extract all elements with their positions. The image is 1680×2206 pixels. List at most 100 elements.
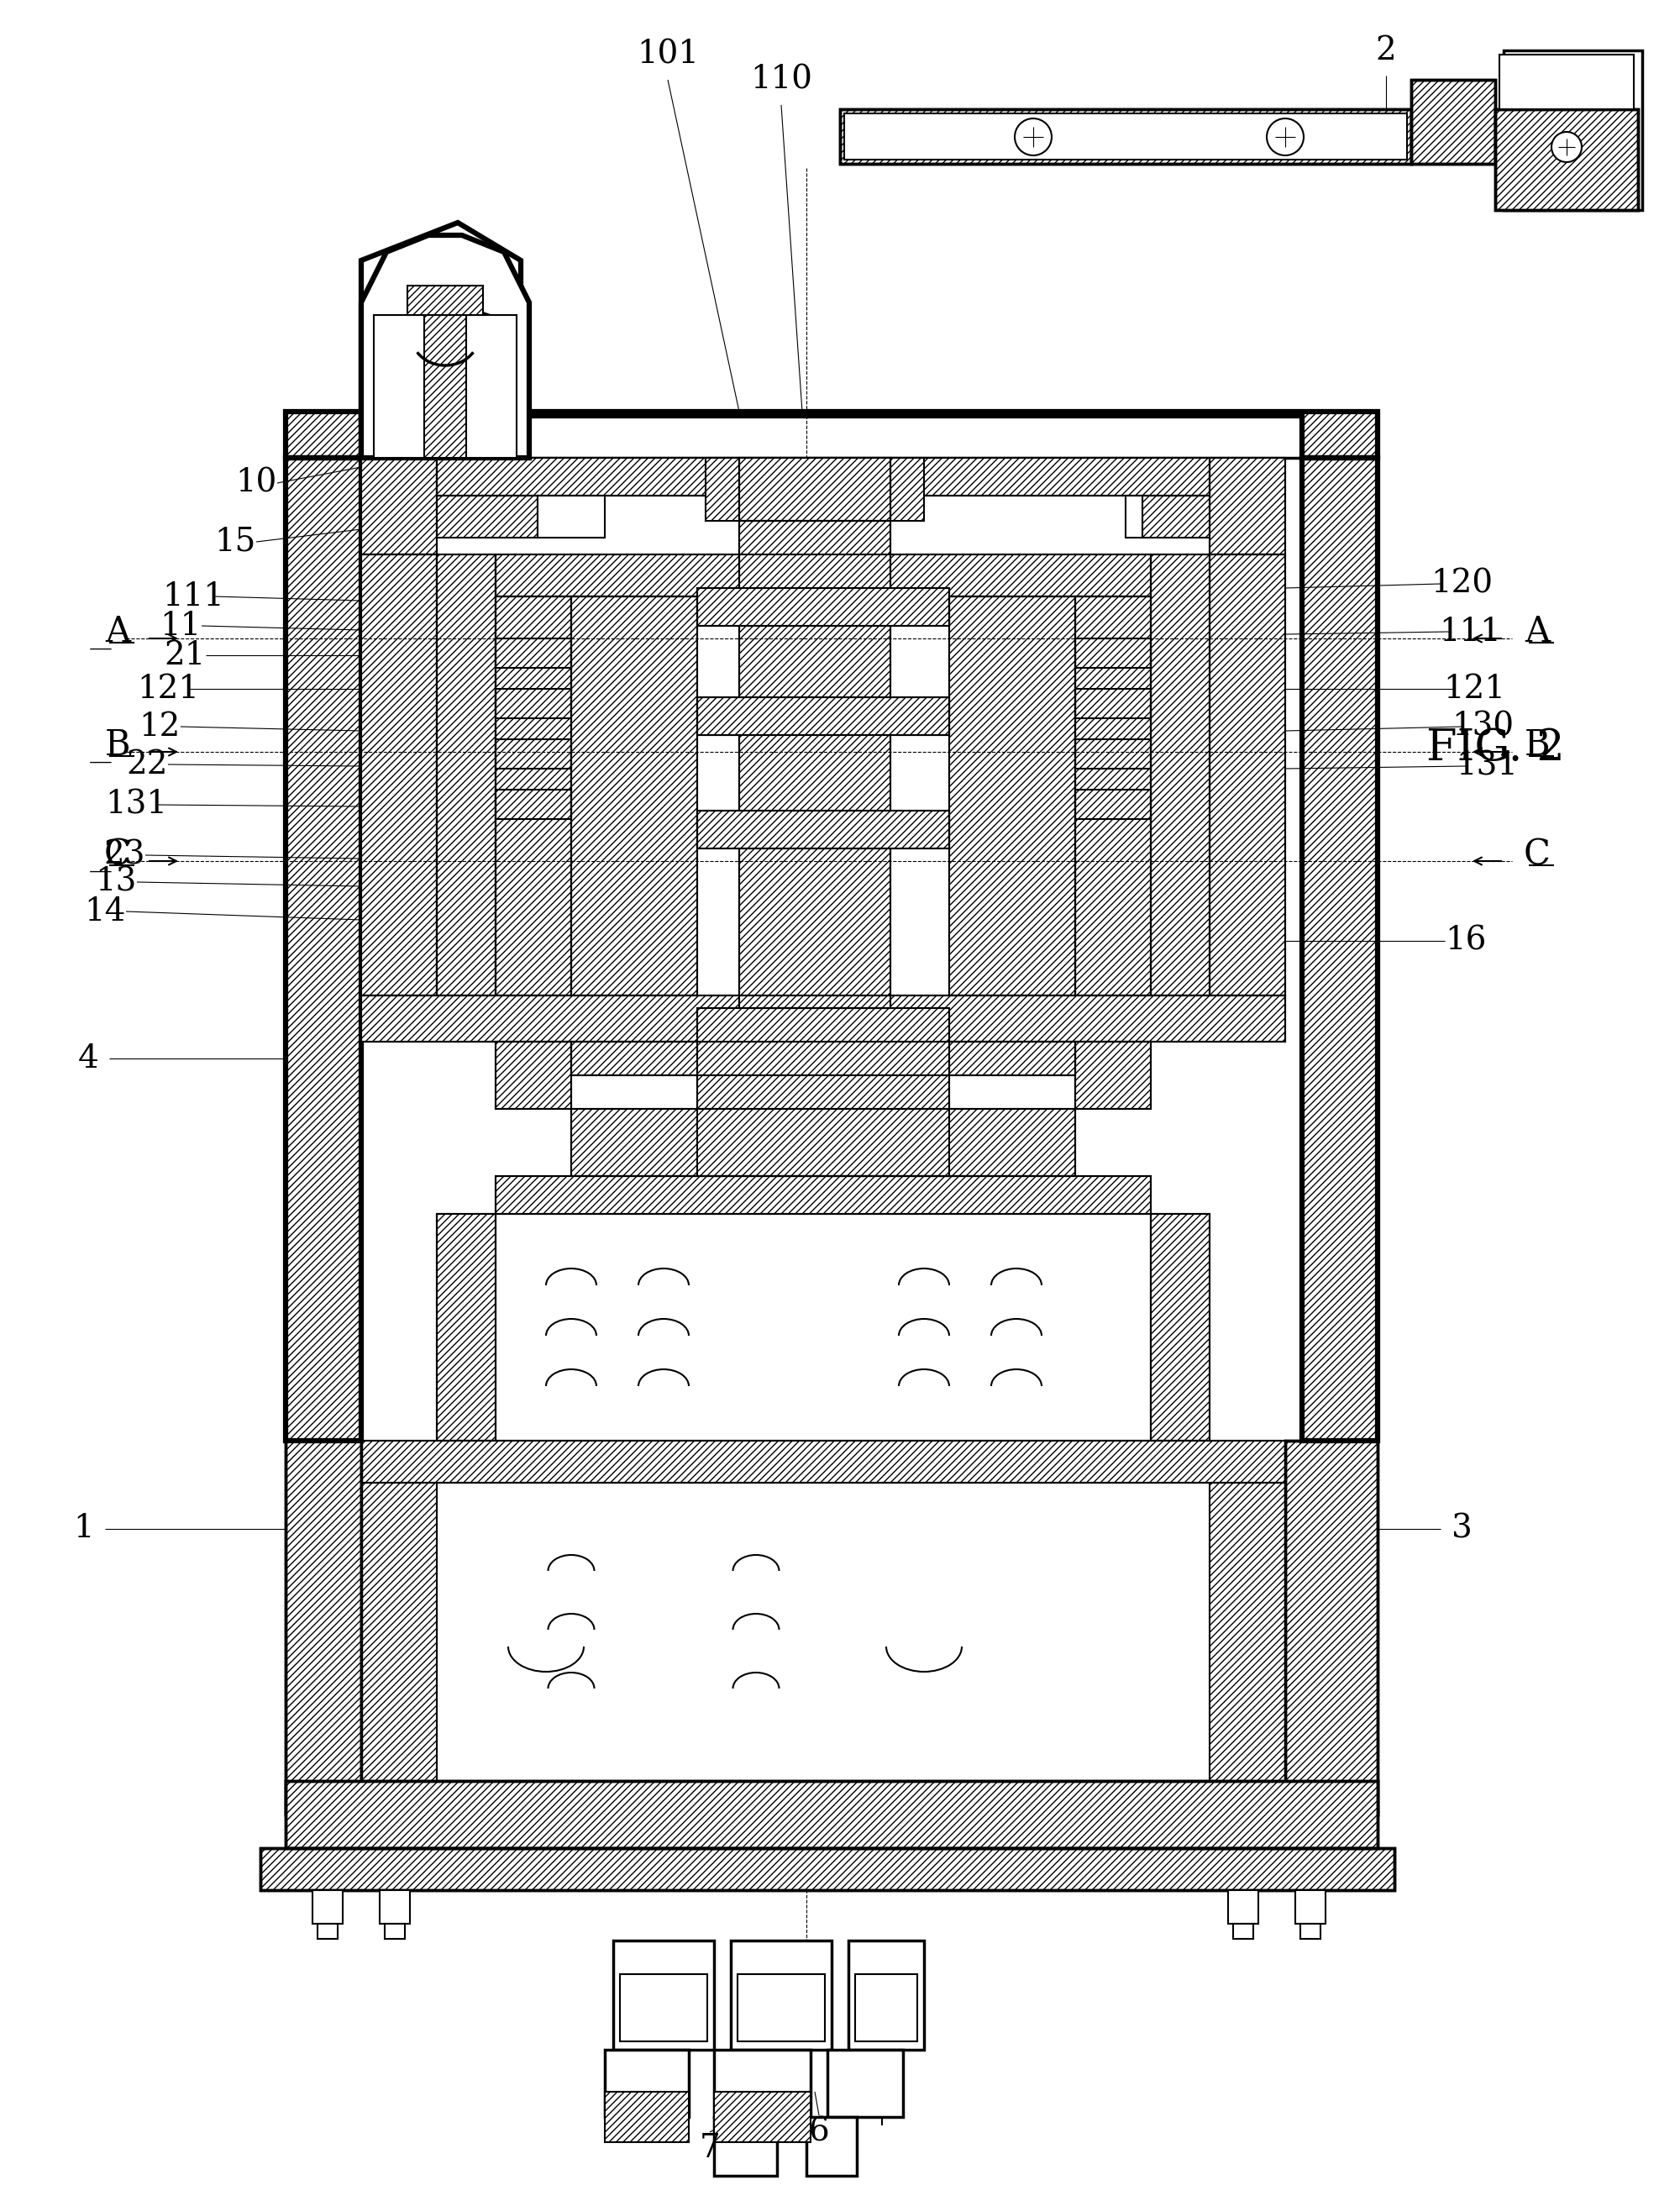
Polygon shape bbox=[697, 697, 949, 735]
Polygon shape bbox=[496, 554, 1151, 596]
Text: 13: 13 bbox=[96, 867, 136, 898]
Text: 120: 120 bbox=[1430, 569, 1494, 600]
Polygon shape bbox=[437, 554, 496, 995]
Polygon shape bbox=[1075, 688, 1151, 719]
Polygon shape bbox=[496, 1176, 1151, 1213]
Polygon shape bbox=[739, 459, 890, 521]
Text: 21: 21 bbox=[165, 640, 205, 671]
Text: 111: 111 bbox=[163, 580, 223, 611]
Bar bbox=[714, 2091, 810, 2142]
Text: 3: 3 bbox=[1452, 1513, 1472, 1544]
Circle shape bbox=[1015, 119, 1052, 154]
Text: —: — bbox=[89, 750, 113, 774]
Polygon shape bbox=[1210, 459, 1285, 554]
Polygon shape bbox=[739, 521, 890, 1008]
Polygon shape bbox=[496, 739, 571, 768]
Polygon shape bbox=[361, 1441, 1285, 1482]
Bar bbox=[738, 1974, 825, 2041]
Polygon shape bbox=[286, 459, 361, 1441]
Polygon shape bbox=[361, 1482, 1285, 1780]
Polygon shape bbox=[286, 1780, 1378, 1849]
Bar bbox=[1499, 55, 1633, 110]
Polygon shape bbox=[496, 638, 571, 668]
Circle shape bbox=[1551, 132, 1581, 161]
Text: 121: 121 bbox=[138, 673, 200, 704]
Polygon shape bbox=[706, 459, 739, 521]
Text: 110: 110 bbox=[749, 64, 813, 95]
Polygon shape bbox=[1075, 739, 1151, 768]
Polygon shape bbox=[361, 1482, 437, 1780]
Text: 4: 4 bbox=[77, 1043, 99, 1074]
Text: C: C bbox=[104, 836, 131, 871]
Bar bbox=[385, 1924, 405, 1939]
Polygon shape bbox=[1210, 1482, 1285, 1780]
Polygon shape bbox=[496, 790, 571, 818]
Text: 131: 131 bbox=[1455, 750, 1517, 781]
Polygon shape bbox=[1495, 110, 1638, 210]
Polygon shape bbox=[1151, 554, 1210, 995]
Text: 23: 23 bbox=[104, 840, 144, 871]
Text: 22: 22 bbox=[126, 748, 168, 781]
Text: 2: 2 bbox=[1376, 35, 1396, 66]
Polygon shape bbox=[437, 459, 1210, 496]
Circle shape bbox=[1267, 119, 1304, 154]
Bar bbox=[1233, 1924, 1253, 1939]
Polygon shape bbox=[361, 554, 437, 995]
Polygon shape bbox=[1075, 1041, 1151, 1110]
Polygon shape bbox=[1285, 1441, 1378, 1816]
Bar bbox=[731, 1941, 832, 2049]
Text: 11: 11 bbox=[160, 611, 202, 642]
Polygon shape bbox=[697, 1008, 949, 1176]
Polygon shape bbox=[496, 688, 571, 719]
Polygon shape bbox=[361, 459, 437, 554]
Polygon shape bbox=[840, 110, 1411, 163]
Bar bbox=[605, 2049, 689, 2118]
Text: A: A bbox=[1524, 613, 1551, 649]
Bar bbox=[1504, 51, 1641, 210]
Polygon shape bbox=[375, 315, 517, 459]
Polygon shape bbox=[697, 810, 949, 849]
Polygon shape bbox=[408, 285, 484, 315]
Text: 6: 6 bbox=[808, 2116, 830, 2149]
Polygon shape bbox=[1302, 459, 1378, 1441]
Bar bbox=[605, 2091, 689, 2142]
Polygon shape bbox=[361, 223, 521, 419]
Text: 1: 1 bbox=[74, 1513, 94, 1544]
Text: —: — bbox=[89, 638, 113, 660]
Polygon shape bbox=[949, 596, 1075, 995]
Polygon shape bbox=[1151, 1213, 1210, 1441]
Polygon shape bbox=[286, 1441, 361, 1816]
Polygon shape bbox=[571, 596, 697, 995]
Polygon shape bbox=[1142, 496, 1210, 538]
Text: 130: 130 bbox=[1452, 710, 1514, 741]
Polygon shape bbox=[697, 589, 949, 627]
Polygon shape bbox=[496, 1041, 571, 1110]
Polygon shape bbox=[1075, 596, 1151, 995]
Text: 131: 131 bbox=[106, 790, 168, 821]
Bar bbox=[848, 1941, 924, 2049]
Text: 14: 14 bbox=[84, 896, 126, 927]
Text: 7: 7 bbox=[699, 2133, 721, 2164]
Polygon shape bbox=[425, 315, 467, 459]
Polygon shape bbox=[361, 995, 1285, 1041]
Polygon shape bbox=[1075, 790, 1151, 818]
Bar bbox=[1295, 1891, 1326, 1924]
Text: 10: 10 bbox=[235, 468, 277, 499]
Bar bbox=[714, 2118, 776, 2175]
Bar bbox=[806, 2118, 857, 2175]
Bar bbox=[845, 113, 1408, 159]
Polygon shape bbox=[1210, 554, 1285, 995]
Polygon shape bbox=[286, 413, 1378, 459]
Text: 12: 12 bbox=[139, 710, 180, 741]
Bar bbox=[714, 2049, 810, 2118]
Bar bbox=[318, 1924, 338, 1939]
Bar bbox=[312, 1891, 343, 1924]
Text: 16: 16 bbox=[1445, 924, 1487, 957]
Text: 111: 111 bbox=[1440, 615, 1500, 646]
Polygon shape bbox=[496, 596, 571, 995]
Text: 121: 121 bbox=[1443, 673, 1505, 704]
Polygon shape bbox=[1411, 79, 1495, 163]
Text: A: A bbox=[104, 613, 131, 649]
Bar bbox=[496, 1213, 1151, 1441]
Text: 101: 101 bbox=[637, 40, 699, 71]
